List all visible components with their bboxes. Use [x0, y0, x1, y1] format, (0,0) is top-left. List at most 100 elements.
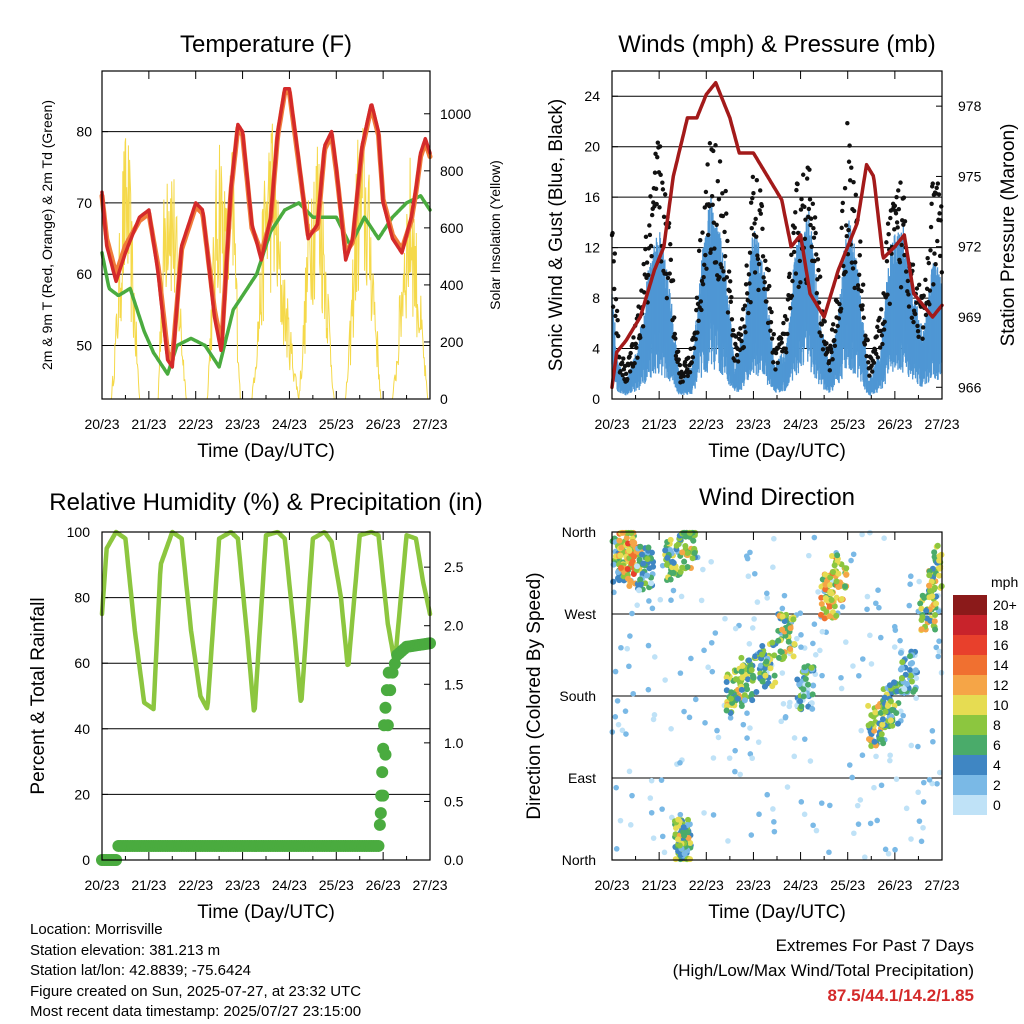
legend-swatch — [953, 795, 987, 815]
direction-point — [681, 850, 688, 857]
gust-point — [700, 281, 706, 287]
direction-point — [636, 556, 643, 563]
direction-point — [636, 587, 643, 594]
direction-point — [809, 705, 816, 712]
direction-point — [701, 647, 707, 654]
direction-point — [850, 551, 857, 558]
timestamp-text: Most recent data timestamp: 2025/07/27 2… — [30, 1003, 362, 1020]
direction-point — [823, 609, 830, 616]
gust-point — [649, 212, 655, 218]
gust-point — [827, 368, 832, 373]
direction-point — [855, 821, 862, 827]
direction-point — [779, 626, 786, 633]
direction-point — [761, 683, 768, 690]
gust-point — [775, 360, 780, 365]
direction-point — [723, 703, 730, 710]
direction-point — [805, 681, 812, 688]
gust-point — [708, 247, 714, 252]
y-tick-label: 0 — [82, 852, 90, 868]
direction-point — [931, 553, 938, 560]
x-tick-label: 26/23 — [877, 416, 912, 432]
gust-point — [612, 251, 618, 256]
gust-point — [914, 300, 919, 305]
direction-point — [854, 802, 861, 809]
x-tick-label: 21/23 — [131, 416, 166, 432]
direction-point — [838, 685, 845, 692]
gust-point — [734, 352, 740, 358]
direction-point — [650, 835, 657, 841]
direction-point — [758, 651, 765, 658]
direction-point — [897, 637, 903, 644]
gust-point — [649, 253, 654, 259]
gust-point — [696, 248, 702, 254]
direction-point — [821, 615, 828, 622]
gust-point — [892, 203, 898, 209]
direction-point — [800, 686, 807, 693]
gust-point — [936, 192, 942, 197]
y2-tick-label: 0 — [440, 391, 448, 407]
direction-point — [687, 856, 694, 863]
direction-point — [891, 679, 898, 686]
direction-point — [927, 587, 934, 594]
direction-point — [915, 743, 921, 750]
direction-point — [790, 616, 797, 623]
direction-point — [838, 674, 844, 681]
legend-label: 0 — [993, 797, 1001, 813]
direction-point — [670, 559, 677, 566]
direction-point — [700, 566, 706, 573]
direction-point — [679, 564, 686, 571]
gust-point — [747, 281, 752, 286]
direction-point — [672, 856, 679, 863]
gust-point — [620, 372, 625, 378]
gust-point — [859, 288, 864, 294]
direction-point — [859, 531, 865, 538]
direction-point — [741, 697, 748, 704]
direction-point — [861, 854, 868, 861]
gust-point — [643, 234, 649, 240]
direction-point — [612, 668, 619, 675]
gust-point — [689, 360, 694, 365]
gust-point — [846, 159, 852, 164]
direction-point — [894, 720, 901, 727]
direction-point — [682, 543, 689, 550]
legend-label: 14 — [993, 657, 1009, 673]
gust-point — [768, 320, 774, 325]
direction-point — [714, 727, 720, 734]
direction-point — [685, 835, 692, 842]
chart-title: Wind Direction — [699, 484, 855, 511]
y2-tick-label: 2.0 — [444, 618, 464, 634]
gust-point — [672, 331, 677, 337]
direction-point — [618, 544, 625, 551]
direction-point — [907, 653, 914, 660]
gust-point — [882, 319, 887, 325]
direction-point — [931, 618, 938, 625]
gust-point — [759, 203, 765, 209]
legend-swatch — [953, 775, 987, 795]
direction-point — [740, 721, 747, 728]
gust-point — [860, 303, 865, 308]
gust-point — [688, 346, 693, 351]
direction-point — [619, 727, 626, 734]
direction-point — [647, 795, 654, 801]
direction-point — [649, 605, 656, 612]
legend-label: 20+ — [993, 597, 1017, 613]
x-tick-label: 26/23 — [366, 416, 401, 432]
x-axis-label: Time (Day/UTC) — [197, 441, 335, 462]
y-tick-label: 16 — [584, 189, 600, 205]
direction-point — [753, 689, 760, 696]
gust-point — [702, 262, 707, 267]
direction-point — [913, 695, 919, 702]
chart-title: Relative Humidity (%) & Precipitation (i… — [49, 489, 482, 516]
direction-point — [645, 686, 652, 693]
direction-point — [771, 535, 777, 542]
gust-point — [767, 306, 773, 311]
gust-point — [809, 244, 814, 249]
series-temp-2m — [100, 87, 432, 369]
gust-point — [910, 262, 916, 267]
gust-point — [781, 320, 786, 326]
precip-point — [379, 701, 392, 714]
gust-point — [857, 272, 862, 278]
gust-point — [791, 230, 796, 236]
gust-point — [709, 194, 715, 199]
series-pressure — [610, 80, 944, 390]
